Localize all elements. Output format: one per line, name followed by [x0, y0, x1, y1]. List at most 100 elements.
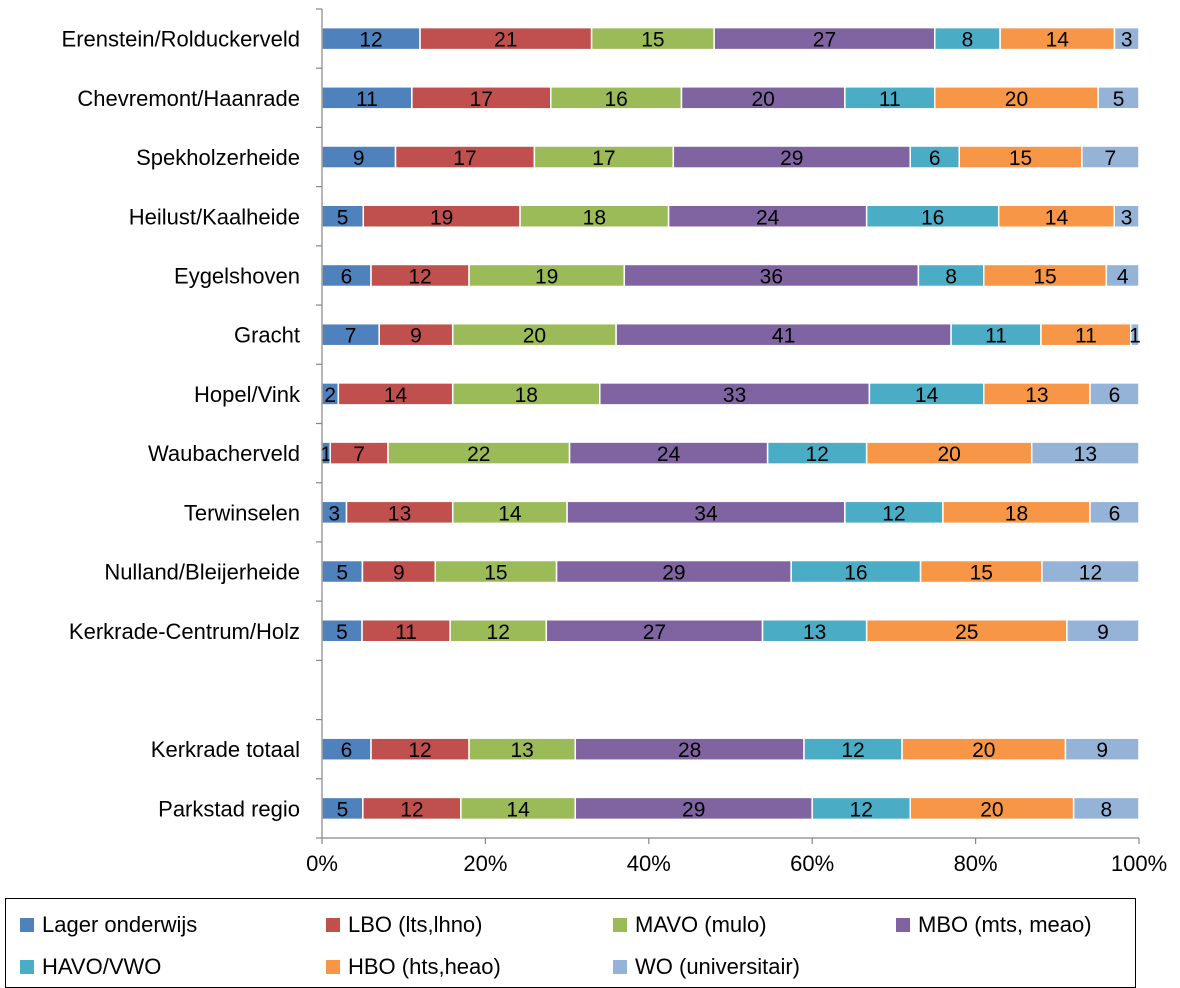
data-label-mbo-mts-meao-terwinselen: 34	[694, 502, 718, 525]
data-label-lager-onderwijs-spekholzerheide: 9	[353, 147, 365, 170]
legend-swatch	[326, 960, 340, 974]
data-label-mavo-mulo-waubacherveld: 22	[467, 443, 490, 466]
category-label-terwinselen: Terwinselen	[184, 500, 300, 525]
data-label-lager-onderwijs-nulland-bleijerheide: 5	[336, 562, 348, 585]
data-label-mbo-mts-meao-gracht: 41	[772, 325, 795, 348]
data-label-wo-universitair-waubacherveld: 13	[1074, 443, 1097, 466]
data-label-mavo-mulo-nulland-bleijerheide: 15	[484, 562, 507, 585]
data-label-havo-vwo-erenstein-rolduckerveld: 8	[962, 29, 974, 52]
bar-segment-wo-universitair-terwinselen	[1089, 500, 1140, 525]
data-label-mavo-mulo-terwinselen: 14	[498, 502, 522, 525]
legend-label: MBO (mts, meao)	[918, 912, 1092, 937]
category-label-eygelshoven: Eygelshoven	[174, 263, 300, 288]
legend-item-havo-vwo: HAVO/VWO	[20, 954, 161, 980]
data-label-hbo-hts-heao-heilust-kaalheide: 14	[1045, 206, 1069, 229]
bars-layer: 12 21 15 27 8 14 311 17 16 20 11 20 59 17 17 29 6 15 75 19 1…	[320, 26, 1141, 821]
bar-segment-wo-universitair-heilust-kaalheide	[1113, 204, 1140, 228]
data-label-mbo-mts-meao-hopel-vink: 33	[723, 384, 746, 407]
data-label-havo-vwo-hopel-vink: 14	[915, 384, 939, 407]
data-label-wo-universitair-terwinselen: 6	[1109, 502, 1121, 525]
data-label-wo-universitair-spekholzerheide: 7	[1105, 147, 1117, 170]
data-label-hbo-hts-heao-spekholzerheide: 15	[1009, 147, 1032, 170]
data-label-hbo-hts-heao-chevremont-haanrade: 20	[1005, 88, 1028, 111]
x-tick-label-40pct: 40%	[627, 851, 671, 876]
legend-label: MAVO (mulo)	[635, 912, 767, 937]
legend-swatch	[20, 918, 34, 932]
legend-label: HBO (hts,heao)	[348, 954, 501, 979]
data-label-wo-universitair-eygelshoven: 4	[1117, 265, 1129, 288]
data-label-havo-vwo-parkstad-regio: 12	[850, 798, 873, 821]
data-label-mbo-mts-meao-waubacherveld: 24	[657, 443, 681, 466]
data-label-mbo-mts-meao-kerkrade-totaal: 28	[678, 739, 701, 762]
bar-segment-wo-universitair-eygelshoven	[1105, 263, 1140, 288]
data-label-hbo-hts-heao-erenstein-rolduckerveld: 14	[1046, 29, 1070, 52]
bar-segment-wo-universitair-spekholzerheide	[1081, 145, 1140, 169]
bar-segment-wo-universitair-erenstein-rolduckerveld	[1113, 26, 1140, 51]
data-label-lbo-lts-lhno-heilust-kaalheide: 19	[430, 206, 453, 229]
legend-swatch	[896, 918, 910, 932]
data-label-mavo-mulo-erenstein-rolduckerveld: 15	[641, 29, 664, 52]
category-label-gracht: Gracht	[234, 323, 300, 348]
category-label-erenstein-rolduckerveld: Erenstein/Rolduckerveld	[62, 27, 300, 52]
x-tick-label-20pct: 20%	[463, 851, 507, 876]
data-label-wo-universitair-heilust-kaalheide: 3	[1121, 206, 1133, 229]
data-label-havo-vwo-kerkrade-totaal: 12	[841, 739, 864, 762]
data-label-lager-onderwijs-kerkrade-totaal: 6	[341, 739, 353, 762]
data-label-mbo-mts-meao-eygelshoven: 36	[760, 265, 783, 288]
data-label-wo-universitair-chevremont-haanrade: 5	[1113, 88, 1125, 111]
bar-segment-wo-universitair-gracht	[1130, 322, 1140, 347]
bar-segment-wo-universitair-hopel-vink	[1089, 382, 1140, 406]
bar-segment-wo-universitair-parkstad-regio	[1072, 796, 1140, 821]
legend-label: Lager onderwijs	[42, 912, 198, 937]
data-label-mavo-mulo-kerkrade-totaal: 13	[510, 739, 533, 762]
data-label-lager-onderwijs-chevremont-haanrade: 11	[356, 88, 378, 111]
legend-item-wo-universitair: WO (universitair)	[613, 954, 800, 980]
data-label-hbo-hts-heao-gracht: 11	[1075, 325, 1097, 348]
data-label-lbo-lts-lhno-spekholzerheide: 17	[453, 147, 476, 170]
data-label-hbo-hts-heao-nulland-bleijerheide: 15	[970, 562, 993, 585]
axes-layer: Erenstein/Rolduckerveld Chevremont/Haanra…	[62, 8, 1167, 876]
category-label-kerkrade-totaal: Kerkrade totaal	[151, 737, 300, 762]
data-label-mavo-mulo-kerkrade-centrum-holz: 12	[487, 621, 510, 644]
data-label-havo-vwo-nulland-bleijerheide: 16	[844, 562, 867, 585]
category-label-hopel-vink: Hopel/Vink	[194, 382, 301, 407]
x-tick-label-80pct: 80%	[954, 851, 998, 876]
data-label-havo-vwo-kerkrade-centrum-holz: 13	[803, 621, 826, 644]
legend-label: HAVO/VWO	[42, 954, 162, 979]
category-label-parkstad-regio: Parkstad regio	[158, 796, 300, 821]
data-label-hbo-hts-heao-eygelshoven: 15	[1033, 265, 1056, 288]
legend-item-lbo-lts-lhno: LBO (lts,lhno)	[326, 912, 483, 938]
data-label-lager-onderwijs-terwinselen: 3	[328, 502, 340, 525]
legend-item-mavo-mulo: MAVO (mulo)	[613, 912, 767, 938]
data-label-wo-universitair-kerkrade-centrum-holz: 9	[1097, 621, 1109, 644]
data-label-hbo-hts-heao-terwinselen: 18	[1005, 502, 1028, 525]
category-label-spekholzerheide: Spekholzerheide	[136, 145, 300, 170]
data-label-lbo-lts-lhno-gracht: 9	[410, 325, 422, 348]
data-label-mavo-mulo-spekholzerheide: 17	[592, 147, 615, 170]
data-label-mbo-mts-meao-chevremont-haanrade: 20	[752, 88, 775, 111]
data-label-hbo-hts-heao-kerkrade-totaal: 20	[972, 739, 995, 762]
data-label-havo-vwo-eygelshoven: 8	[945, 265, 957, 288]
data-label-wo-universitair-parkstad-regio: 8	[1100, 798, 1112, 821]
data-label-mbo-mts-meao-spekholzerheide: 29	[780, 147, 803, 170]
chart-legend: Lager onderwijs LBO (lts,lhno) MAVO (mulo)…	[5, 898, 1136, 988]
data-label-havo-vwo-terwinselen: 12	[882, 502, 905, 525]
data-label-hbo-hts-heao-waubacherveld: 20	[938, 443, 961, 466]
data-label-wo-universitair-kerkrade-totaal: 9	[1096, 739, 1108, 762]
legend-item-lager-onderwijs: Lager onderwijs	[20, 912, 197, 938]
legend-swatch	[613, 918, 627, 932]
legend-item-hbo-hts-heao: HBO (hts,heao)	[326, 954, 501, 980]
data-label-lbo-lts-lhno-hopel-vink: 14	[384, 384, 408, 407]
x-tick-label-100pct: 100%	[1111, 851, 1167, 876]
legend-label: WO (universitair)	[635, 954, 801, 979]
data-label-havo-vwo-spekholzerheide: 6	[929, 147, 941, 170]
data-label-mbo-mts-meao-nulland-bleijerheide: 29	[662, 562, 685, 585]
data-label-mbo-mts-meao-parkstad-regio: 29	[682, 798, 705, 821]
data-label-wo-universitair-gracht: 1	[1129, 325, 1141, 348]
legend-item-mbo-mts-meao: MBO (mts, meao)	[896, 912, 1092, 938]
data-label-lbo-lts-lhno-nulland-bleijerheide: 9	[393, 562, 405, 585]
bar-segment-wo-universitair-chevremont-haanrade	[1097, 86, 1140, 110]
bar-segment-wo-universitair-kerkrade-totaal	[1064, 737, 1140, 761]
data-label-lager-onderwijs-heilust-kaalheide: 5	[337, 206, 349, 229]
legend-label: LBO (lts,lhno)	[348, 912, 483, 937]
